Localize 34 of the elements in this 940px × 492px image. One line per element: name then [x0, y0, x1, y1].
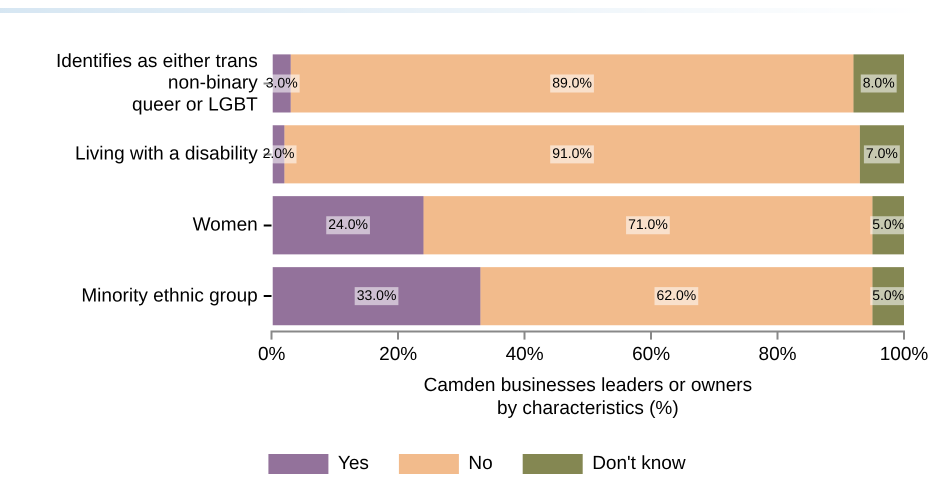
bar [272, 267, 480, 326]
bar [860, 125, 904, 184]
y-tick-label: Identifies as either trans non-binary queer or LGBT [56, 50, 258, 116]
x-tick-label: 80% [758, 344, 797, 366]
data-label: 62.0% [656, 287, 696, 304]
bar [423, 196, 872, 254]
data-label: 3.0% [266, 74, 298, 90]
bar [872, 196, 904, 254]
data-label: 7.0% [866, 145, 898, 162]
bar [853, 54, 904, 113]
x-tick-label: 60% [632, 344, 670, 366]
data-label: 71.0% [628, 216, 668, 232]
data-label: 5.0% [872, 216, 904, 232]
data-label: 2.0% [262, 145, 294, 162]
bar [480, 267, 872, 326]
y-tick-label: Women [192, 214, 258, 236]
x-tick-label: 0% [258, 344, 286, 366]
legend-label: Yes [338, 453, 369, 474]
data-label: 24.0% [328, 216, 368, 232]
x-axis-title: Camden businesses leaders or owners by characteristics (%) [424, 375, 752, 419]
data-label: 91.0% [552, 145, 592, 162]
x-tick-label: 100% [880, 344, 928, 366]
bar [272, 196, 424, 254]
y-tick-label: Living with a disability [75, 144, 258, 165]
x-tick-label: 40% [506, 344, 544, 366]
data-label: 8.0% [862, 74, 895, 90]
bar [872, 267, 904, 326]
data-label: 89.0% [552, 74, 592, 90]
legend-label: Don't know [592, 453, 686, 474]
legend-label: No [468, 453, 493, 474]
data-label: 33.0% [356, 287, 396, 304]
x-tick-label: 20% [379, 344, 418, 366]
data-label: 5.0% [872, 287, 904, 304]
y-tick-label: Minority ethnic group [81, 285, 258, 306]
